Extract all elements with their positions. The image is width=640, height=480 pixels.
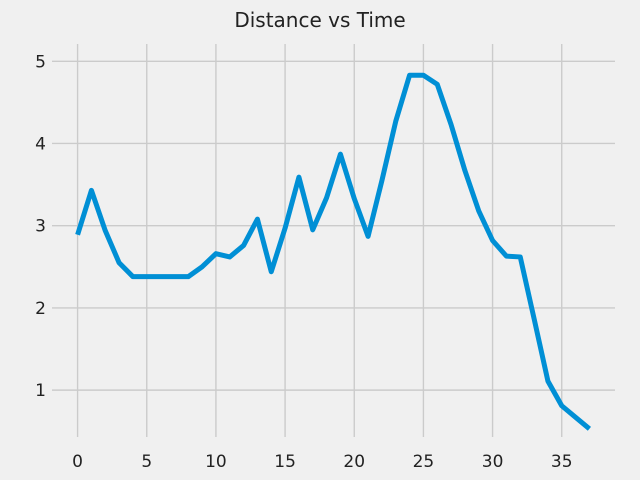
data-point-3 [117,260,122,265]
data-point-34 [545,379,550,384]
data-point-30 [490,238,495,243]
x-tick-label-20: 20 [343,452,365,472]
data-point-16 [296,175,301,180]
data-point-20 [352,196,357,201]
x-tick-label-5: 5 [141,452,152,472]
data-point-23 [393,119,398,124]
data-point-1 [89,188,94,193]
data-point-14 [269,269,274,274]
y-tick-label-1: 1 [35,381,46,401]
data-point-28 [462,168,467,173]
x-tick-label-35: 35 [551,452,573,472]
data-point-32 [518,254,523,259]
data-point-18 [324,195,329,200]
x-tick-label-0: 0 [72,452,83,472]
data-point-15 [283,226,288,231]
data-point-0 [75,232,80,237]
data-point-21 [366,234,371,239]
data-point-12 [241,243,246,248]
y-tick-label-3: 3 [35,217,46,237]
y-tick-label-4: 4 [35,134,46,154]
data-point-5 [144,274,149,279]
data-point-9 [200,264,205,269]
series-layer [75,72,592,431]
series-line-0 [75,72,592,431]
grid-layer [52,44,615,437]
data-point-7 [172,274,177,279]
tick-labels: 0 5 10 15 20 25 30 35 1 2 3 4 5 [35,52,572,472]
data-point-27 [449,122,454,127]
x-tick-label-10: 10 [205,452,227,472]
data-point-11 [227,254,232,259]
data-point-36 [573,415,578,420]
data-point-17 [310,227,315,232]
y-tick-label-5: 5 [35,52,46,72]
y-tick-label-2: 2 [35,299,46,319]
chart-title: Distance vs Time [234,8,405,32]
data-point-22 [379,178,384,183]
data-point-8 [186,274,191,279]
data-point-4 [130,274,135,279]
data-point-6 [158,274,163,279]
data-point-26 [435,82,440,87]
data-point-19 [338,152,343,157]
data-point-33 [532,316,537,321]
data-point-31 [504,254,509,259]
data-point-37 [587,426,592,431]
x-tick-label-15: 15 [274,452,296,472]
data-point-24 [407,73,412,78]
data-point-2 [103,228,108,233]
data-point-25 [421,73,426,78]
data-point-35 [559,403,564,408]
x-tick-label-25: 25 [413,452,435,472]
x-tick-label-30: 30 [482,452,504,472]
data-point-13 [255,217,260,222]
data-point-29 [476,208,481,213]
data-point-10 [213,251,218,256]
